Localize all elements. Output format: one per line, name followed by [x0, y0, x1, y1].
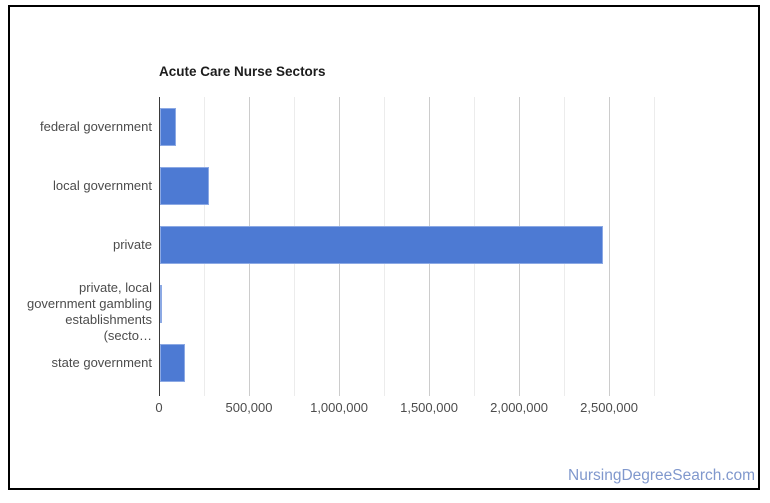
bar — [160, 225, 603, 264]
x-axis-tick-label: 1,500,000 — [400, 400, 458, 415]
bar — [160, 284, 162, 323]
chart-title: Acute Care Nurse Sectors — [159, 64, 326, 79]
y-axis-label: private — [14, 237, 152, 253]
major-gridline — [609, 97, 611, 396]
y-axis-label: state government — [14, 355, 152, 371]
y-axis-label-line: establishments (secto… — [65, 311, 152, 343]
x-axis-zero-line — [159, 97, 160, 396]
y-axis-label: federal government — [14, 119, 152, 135]
y-axis-label-line: local government — [53, 177, 152, 193]
y-axis-label-line: federal government — [39, 118, 152, 134]
y-axis-label-line: private, local — [79, 279, 152, 295]
y-axis-label: local government — [14, 178, 152, 194]
x-axis-tick-label: 1,000,000 — [310, 400, 368, 415]
y-axis-label: private, local government gambling establi… — [14, 280, 152, 344]
y-axis-label-line: state government — [51, 354, 152, 370]
watermark-text: NursingDegreeSearch.com — [568, 467, 755, 484]
x-axis-tick-label: 0 — [155, 400, 163, 415]
x-axis-tick-label: 2,500,000 — [580, 400, 638, 415]
bar — [160, 107, 177, 146]
y-axis-label-line: government gambling — [26, 295, 152, 311]
minor-gridline — [654, 97, 656, 396]
bar — [160, 166, 209, 205]
y-axis-label-line: private — [112, 236, 152, 252]
bar — [160, 343, 186, 382]
x-axis-tick-label: 2,000,000 — [490, 400, 548, 415]
x-axis-tick-label: 500,000 — [225, 400, 273, 415]
